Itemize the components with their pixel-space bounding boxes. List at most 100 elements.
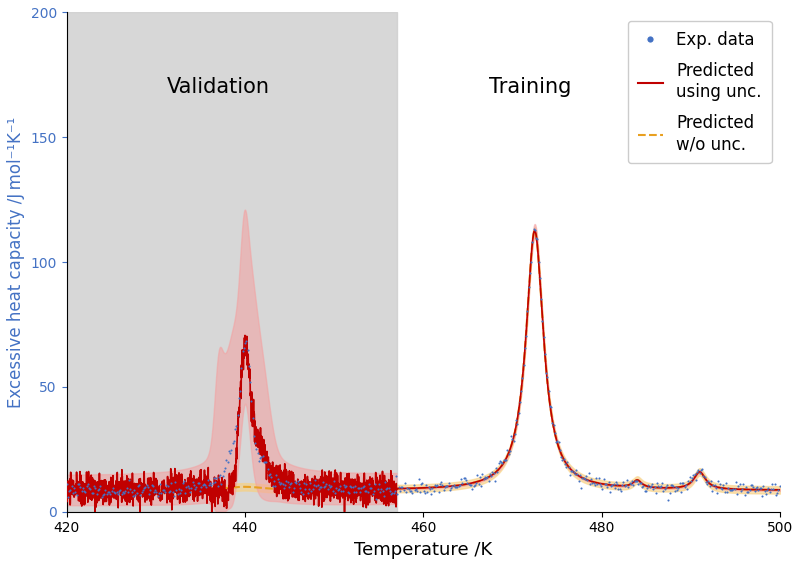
Point <box>271 474 284 483</box>
Point <box>170 486 183 495</box>
Point <box>422 482 435 491</box>
Point <box>125 488 138 497</box>
Point <box>205 480 218 489</box>
Point <box>133 480 146 489</box>
Point <box>68 483 81 492</box>
Point <box>148 487 161 496</box>
Point <box>262 465 274 474</box>
Point <box>309 475 322 484</box>
Point <box>266 481 279 490</box>
Point <box>687 471 700 480</box>
Point <box>202 481 215 490</box>
Point <box>694 468 706 477</box>
Point <box>178 476 190 485</box>
Point <box>737 480 750 489</box>
Point <box>438 485 450 494</box>
Point <box>260 457 273 466</box>
Point <box>758 486 771 495</box>
Point <box>465 481 478 490</box>
Point <box>406 488 419 498</box>
Point <box>179 488 192 497</box>
Point <box>274 479 286 488</box>
Point <box>430 482 442 491</box>
Point <box>534 274 546 283</box>
Point <box>592 474 605 483</box>
Point <box>246 413 259 422</box>
Point <box>362 479 375 488</box>
Point <box>498 455 511 464</box>
Point <box>193 478 206 487</box>
Point <box>716 484 729 494</box>
Point <box>213 473 226 482</box>
Point <box>398 486 410 495</box>
Point <box>667 482 680 491</box>
Point <box>244 378 257 387</box>
Point <box>458 474 471 483</box>
Point <box>727 484 740 493</box>
Point <box>688 469 701 478</box>
Point <box>690 475 702 484</box>
Point <box>258 457 271 466</box>
X-axis label: Temperature /K: Temperature /K <box>354 541 492 559</box>
Point <box>307 481 320 490</box>
Point <box>712 477 725 486</box>
Point <box>423 484 436 494</box>
Point <box>320 479 333 488</box>
Point <box>182 483 195 492</box>
Point <box>636 482 649 491</box>
Point <box>171 489 184 498</box>
Point <box>759 490 772 499</box>
Point <box>521 306 534 315</box>
Point <box>746 480 758 489</box>
Point <box>409 485 422 494</box>
Point <box>276 480 289 489</box>
Point <box>766 480 778 489</box>
Point <box>730 478 742 487</box>
Point <box>710 483 722 492</box>
Point <box>131 481 144 490</box>
Point <box>637 482 650 491</box>
Point <box>668 487 681 496</box>
Point <box>554 452 567 461</box>
Point <box>503 446 516 455</box>
Point <box>543 401 556 410</box>
Point <box>293 480 306 489</box>
Point <box>365 483 378 492</box>
Point <box>136 485 149 494</box>
Point <box>527 225 540 234</box>
Point <box>705 476 718 485</box>
Point <box>476 470 489 479</box>
Point <box>340 481 353 490</box>
Point <box>679 481 692 490</box>
Point <box>662 495 675 504</box>
Point <box>622 482 635 491</box>
Point <box>756 491 769 500</box>
Point <box>641 483 654 492</box>
Point <box>378 477 391 486</box>
Point <box>138 483 150 492</box>
Point <box>738 490 751 499</box>
Point <box>443 486 456 495</box>
Point <box>748 487 761 496</box>
Point <box>682 477 695 486</box>
Point <box>236 346 249 355</box>
Point <box>80 482 93 491</box>
Point <box>74 483 86 492</box>
Point <box>681 484 694 493</box>
Point <box>652 481 665 490</box>
Point <box>591 479 604 488</box>
Point <box>207 474 220 483</box>
Point <box>254 453 266 462</box>
Point <box>405 487 418 496</box>
Point <box>554 445 566 454</box>
Point <box>200 483 213 492</box>
Point <box>560 462 573 471</box>
Point <box>346 483 359 492</box>
Point <box>458 474 470 483</box>
Point <box>628 477 641 486</box>
Point <box>411 487 424 496</box>
Point <box>768 479 781 488</box>
Point <box>290 479 302 488</box>
Point <box>333 484 346 494</box>
Point <box>366 490 379 499</box>
